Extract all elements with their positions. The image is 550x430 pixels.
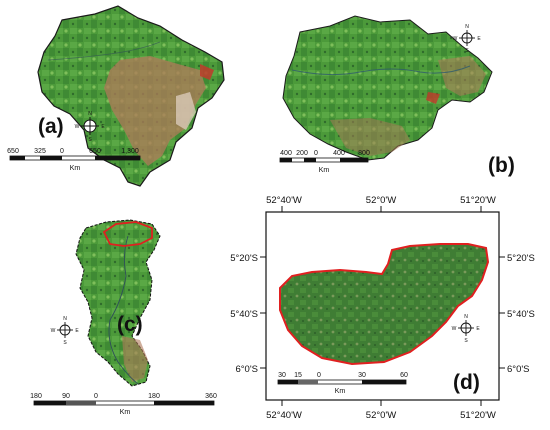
svg-text:N: N	[465, 24, 469, 30]
svg-text:E: E	[476, 326, 480, 332]
svg-text:650: 650	[89, 148, 101, 155]
scale-bar-d: 30 15 0 30 60 Km	[277, 372, 408, 395]
panel-label-c: (c)	[117, 313, 143, 336]
panel-a: (a) N S W E 650 325 0 650 1,300 Km	[7, 5, 225, 187]
svg-text:E: E	[75, 328, 79, 334]
river-line	[47, 41, 161, 61]
panel-b: N S W E 400 200 0 400 800 Km (b)	[279, 15, 515, 177]
amazon-river	[291, 65, 471, 76]
svg-text:0: 0	[314, 150, 318, 157]
svg-text:E: E	[477, 36, 481, 42]
svg-text:Km: Km	[120, 409, 131, 416]
brazil-cleared-area	[104, 56, 206, 166]
brazil-dry-patch	[176, 92, 196, 130]
brazil-red-spot	[200, 64, 214, 80]
panel-label-d: (d)	[453, 371, 480, 394]
svg-text:0: 0	[317, 372, 321, 379]
svg-text:W: W	[453, 36, 458, 42]
panel-c: N S W E (c) 180 90 0 180 360 Km	[30, 219, 217, 416]
scale-bar-a: 650 325 0 650 1,300 Km	[7, 148, 141, 172]
svg-text:800: 800	[358, 150, 370, 157]
svg-text:15: 15	[294, 372, 302, 379]
compass-e: E	[101, 124, 105, 130]
svg-text:S: S	[465, 48, 469, 54]
svg-text:S: S	[63, 340, 67, 346]
svg-text:1,300: 1,300	[121, 148, 139, 155]
lat-right-1: 5°20'S	[507, 253, 535, 264]
lat-left-2: 5°40'S	[230, 309, 258, 320]
svg-text:N: N	[63, 316, 67, 322]
svg-text:180: 180	[148, 393, 160, 400]
panel-label-b: (b)	[488, 154, 515, 177]
compass-n: N	[88, 111, 92, 117]
svg-text:30: 30	[278, 372, 286, 379]
svg-text:Km: Km	[319, 167, 330, 174]
svg-text:30: 30	[358, 372, 366, 379]
compass-s: S	[88, 137, 92, 143]
scale-bar-b: 400 200 0 400 800 Km	[279, 150, 370, 174]
svg-text:400: 400	[333, 150, 345, 157]
frame-ticks	[260, 206, 505, 406]
study-area-map	[279, 243, 490, 366]
svg-text:200: 200	[296, 150, 308, 157]
svg-text:S: S	[464, 338, 468, 344]
lon-top-3: 51°20'W	[460, 195, 496, 206]
svg-text:325: 325	[34, 148, 46, 155]
svg-text:60: 60	[400, 372, 408, 379]
svg-text:N: N	[464, 314, 468, 320]
amazon-red-spot	[426, 92, 440, 104]
compass-c: N S W E	[51, 316, 80, 346]
lon-bottom-2: 52°0'W	[366, 410, 396, 421]
svg-text:Km: Km	[335, 388, 346, 395]
lat-right-3: 6°0'S	[507, 364, 530, 375]
svg-text:90: 90	[62, 393, 70, 400]
lon-bottom-3: 51°20'W	[460, 410, 496, 421]
svg-text:Km: Km	[70, 165, 81, 172]
lat-left-3: 6°0'S	[235, 364, 258, 375]
svg-text:W: W	[452, 326, 457, 332]
svg-text:360: 360	[205, 393, 217, 400]
lon-top-1: 52°40'W	[266, 195, 302, 206]
compass-d: N S W E	[452, 314, 481, 344]
study-area-outline-c	[102, 221, 153, 247]
scale-bar-c: 180 90 0 180 360 Km	[30, 393, 217, 416]
compass-w: W	[75, 124, 80, 130]
panel-d: 52°40'W 52°0'W 51°20'W 52°40'W 52°0'W 51…	[230, 195, 535, 421]
lon-top-2: 52°0'W	[366, 195, 396, 206]
lat-left-1: 5°20'S	[230, 253, 258, 264]
compass-b: N S W E	[453, 24, 482, 54]
basin-cleared	[122, 336, 148, 382]
basin-river	[108, 235, 139, 385]
amazon-south-cleared	[330, 118, 410, 156]
svg-text:W: W	[51, 328, 56, 334]
lat-right-2: 5°40'S	[507, 309, 535, 320]
svg-text:400: 400	[280, 150, 292, 157]
svg-text:0: 0	[94, 393, 98, 400]
compass-a: N S W E	[75, 111, 106, 143]
svg-text:0: 0	[60, 148, 64, 155]
amazon-east-cleared	[438, 56, 486, 96]
panel-label-a: (a)	[38, 115, 64, 138]
lon-bottom-1: 52°40'W	[266, 410, 302, 421]
svg-text:650: 650	[7, 148, 19, 155]
svg-text:180: 180	[30, 393, 42, 400]
